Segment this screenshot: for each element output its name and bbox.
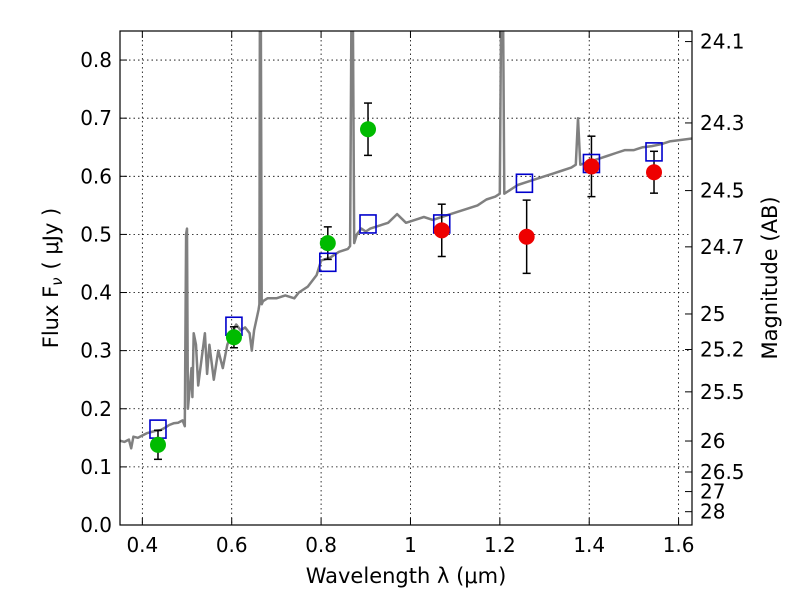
y-axis-label-subscript: ν — [48, 277, 66, 285]
model-photometry-square — [359, 214, 377, 234]
y2-tick-label: 26 — [700, 429, 725, 453]
nir-data-point — [433, 222, 450, 239]
y2-tick-label: 26.5 — [700, 460, 745, 484]
x-tick-label: 0.4 — [126, 533, 158, 557]
y-tick-label: 0.2 — [80, 397, 112, 421]
model-photometry-square — [318, 252, 337, 273]
x-axis-label: Wavelength λ (μm) — [306, 564, 507, 588]
optical-data-point — [360, 121, 377, 138]
y-tick-label: 0.7 — [80, 106, 112, 130]
y2-tick-label: 24.5 — [700, 179, 745, 203]
x-tick-label: 1.4 — [573, 533, 605, 557]
x-tick-label: 1.2 — [484, 533, 516, 557]
grid — [120, 31, 692, 526]
x-tick-label: 0.8 — [305, 533, 337, 557]
x-tick-label: 1 — [404, 533, 417, 557]
y2-tick-label: 25.2 — [700, 337, 745, 361]
y-axis-label-text: Flux F — [39, 286, 63, 348]
y2-tick-label: 28 — [700, 500, 725, 524]
y2-tick-label: 27 — [700, 480, 725, 504]
nir-data-point — [583, 158, 600, 175]
nir-data-point — [646, 164, 663, 181]
optical-data-point — [149, 436, 166, 453]
y2-tick-label: 25 — [700, 302, 725, 326]
y2-tick-label: 25.5 — [700, 380, 745, 404]
y-axis-label-unit: ( μJy ) — [39, 208, 63, 270]
model-spectrum-line — [120, 31, 692, 450]
y2-tick-label: 24.3 — [700, 111, 745, 135]
x-tick-label: 0.6 — [216, 533, 248, 557]
y-tick-label: 0.5 — [80, 222, 112, 246]
y-tick-label: 0.4 — [80, 281, 112, 305]
model-photometry-square — [515, 173, 534, 194]
y2-tick-label: 24.1 — [700, 30, 745, 54]
plot-frame — [119, 30, 693, 526]
y2-tick-label: 24.7 — [700, 235, 745, 259]
optical-data-point — [225, 329, 242, 346]
y-tick-label: 0.8 — [80, 48, 112, 72]
model-photometry-square — [645, 142, 663, 162]
y-axis-label: Flux Fν ( μJy ) — [39, 208, 66, 349]
y-tick-label: 0.6 — [80, 164, 112, 188]
plot-area — [120, 31, 692, 461]
right-axis-label: Magnitude (AB) — [758, 196, 782, 359]
nir-data-point — [518, 228, 535, 245]
x-tick-label: 1.6 — [663, 533, 695, 557]
optical-data-point — [319, 235, 336, 252]
y-tick-label: 0.0 — [80, 513, 112, 537]
axis-ticks: 0.4 0.6 0.8 1 1.2 1.4 1.6 0.0 0.1 0.2 0.3 0.4 0.5 0.6… — [80, 30, 744, 557]
y-tick-label: 0.3 — [80, 339, 112, 363]
y-tick-label: 0.1 — [80, 455, 112, 479]
